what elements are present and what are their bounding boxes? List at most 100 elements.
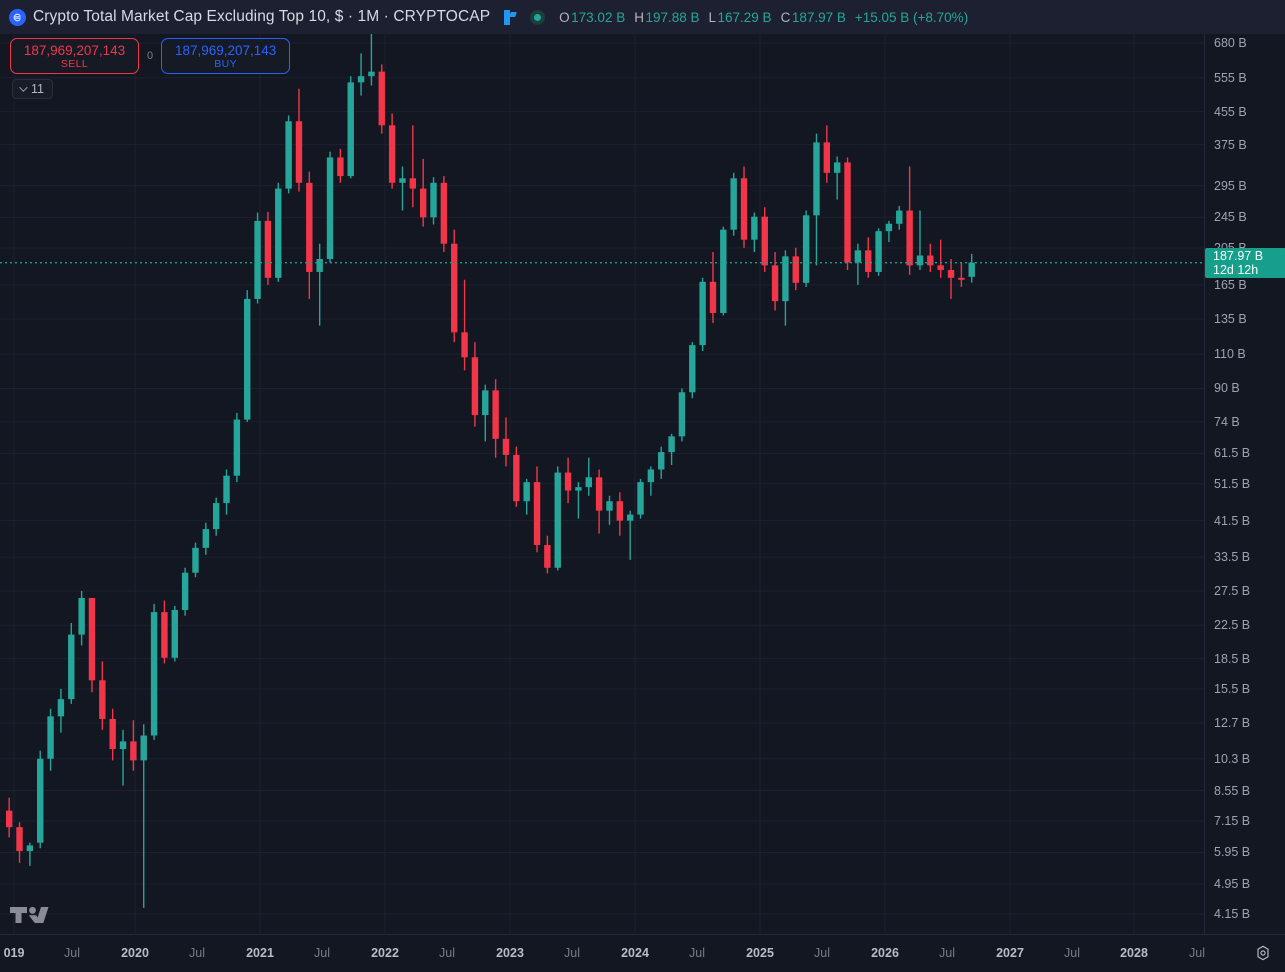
candle-body [792, 256, 799, 283]
ohlc-value-l: 167.29 B [717, 9, 772, 25]
candle-body [357, 76, 365, 83]
candle-body [316, 259, 323, 272]
eye-visible-icon[interactable] [530, 9, 546, 25]
candle-body [202, 529, 210, 548]
candle-body [844, 162, 851, 263]
candle-body [109, 718, 116, 750]
crosshair-target-icon[interactable] [1255, 945, 1271, 961]
candle-body [471, 357, 479, 416]
cryptocap-logo-icon [9, 8, 26, 26]
price-axis-tick: 5.95 B [1214, 845, 1251, 860]
sell-price: 187,969,207,143 [23, 42, 126, 58]
price-axis-tick: 33.5 B [1214, 550, 1251, 565]
time-axis-tick: Jul [439, 946, 455, 960]
candle-body [492, 390, 499, 439]
candle-body [461, 332, 468, 358]
price-axis-tick: 15.5 B [1214, 681, 1251, 696]
legend-collapse-button[interactable]: 11 [12, 79, 53, 99]
price-axis[interactable]: 187.97 B 12d 12h 680 B 555 B 455 B 375 B 295… [1204, 34, 1285, 934]
candle-body [47, 716, 54, 759]
candle-body [161, 612, 168, 658]
candle-body [626, 514, 634, 521]
candle-body [595, 477, 603, 511]
candle-body [782, 256, 789, 302]
symbol-title[interactable]: Crypto Total Market Cap Excluding Top 10… [33, 8, 491, 25]
candle-body [740, 178, 748, 240]
time-axis-tick: Jul [814, 946, 830, 960]
sell-button[interactable]: 187,969,207,143 SELL [10, 38, 139, 74]
price-axis-tick: 4.15 B [1214, 907, 1251, 921]
candle-body [533, 482, 541, 545]
candle-body [57, 699, 65, 717]
candle-body [771, 265, 779, 302]
candle-body [720, 229, 727, 313]
sell-label: SELL [60, 57, 89, 70]
time-axis-tick: 2027 [996, 946, 1024, 960]
price-axis-tick: 375 B [1214, 137, 1247, 152]
current-price-badge[interactable]: 187.97 B 12d 12h [1205, 247, 1285, 278]
time-axis-tick: Jul [314, 946, 330, 960]
candle-body [140, 735, 147, 761]
candle-body [523, 482, 530, 502]
candle-body [823, 142, 831, 173]
time-axis-tick: 2028 [1120, 946, 1148, 960]
price-axis-tick: 61.5 B [1214, 446, 1251, 461]
chart-plot-area[interactable] [0, 34, 1204, 934]
time-axis-tick: Jul [1064, 946, 1080, 960]
ohlc-value-c: 187.97 B [791, 9, 846, 25]
time-axis[interactable]: 019 Jul 2020 Jul 2021 Jul 2022 Jul 2023 Jul 2024 Ju… [0, 934, 1285, 972]
candle-body [295, 121, 303, 183]
price-axis-tick: 8.55 B [1214, 783, 1251, 798]
candle-body [78, 597, 85, 635]
candle-body [171, 610, 178, 658]
price-axis-tick: 74 B [1214, 414, 1240, 429]
price-axis-tick: 51.5 B [1214, 476, 1251, 491]
time-axis-tick: 2025 [746, 946, 774, 960]
price-axis-tick: 680 B [1214, 36, 1247, 50]
time-axis-tick: 2026 [871, 946, 899, 960]
time-axis-tick: 019 [3, 946, 25, 960]
candle-body [223, 475, 230, 504]
candle-body [119, 741, 127, 750]
ohlc-key-c: C [780, 9, 791, 25]
price-axis-tick: 245 B [1214, 210, 1247, 225]
candle-body [947, 270, 955, 278]
time-axis-tick: Jul [1189, 946, 1205, 960]
candle-body [885, 223, 893, 232]
candle-body [699, 281, 706, 346]
time-axis-tick: Jul [64, 946, 80, 960]
buy-button[interactable]: 187,969,207,143 BUY [161, 38, 291, 74]
candle-body [678, 392, 686, 437]
time-axis-tick: Jul [689, 946, 705, 960]
candle-body [937, 265, 944, 271]
ohlc-key-h: H [634, 9, 644, 25]
time-axis-tick: Jul [564, 946, 580, 960]
price-axis-tick: 12.7 B [1214, 715, 1251, 730]
candle-body [616, 501, 624, 521]
candle-body [968, 262, 975, 277]
candle-body [26, 845, 34, 852]
candles-style-icon[interactable] [504, 9, 517, 25]
candle-body [927, 255, 934, 266]
candle-body [419, 188, 427, 218]
price-axis-tick: 165 B [1214, 277, 1247, 292]
chart-header-toolbar: Crypto Total Market Cap Excluding Top 10… [0, 0, 1285, 34]
candle-body [751, 216, 758, 240]
time-axis-tick: 2023 [496, 946, 524, 960]
candle-body [647, 469, 655, 483]
ohlc-key-l: L [708, 9, 717, 25]
candle-body [544, 544, 551, 568]
tradingview-logo-icon [10, 902, 50, 928]
candle-body [306, 182, 313, 272]
candle-body [802, 215, 810, 283]
chevron-down-icon [19, 83, 28, 92]
candle-body [637, 482, 644, 515]
candle-body [37, 758, 44, 843]
candle-body [399, 178, 406, 183]
candle-body [388, 125, 396, 183]
price-axis-tick: 110 B [1214, 347, 1246, 362]
price-axis-tick: 10.3 B [1214, 751, 1251, 766]
candle-body [730, 178, 737, 230]
candle-body [668, 436, 675, 453]
candle-body [275, 188, 282, 278]
